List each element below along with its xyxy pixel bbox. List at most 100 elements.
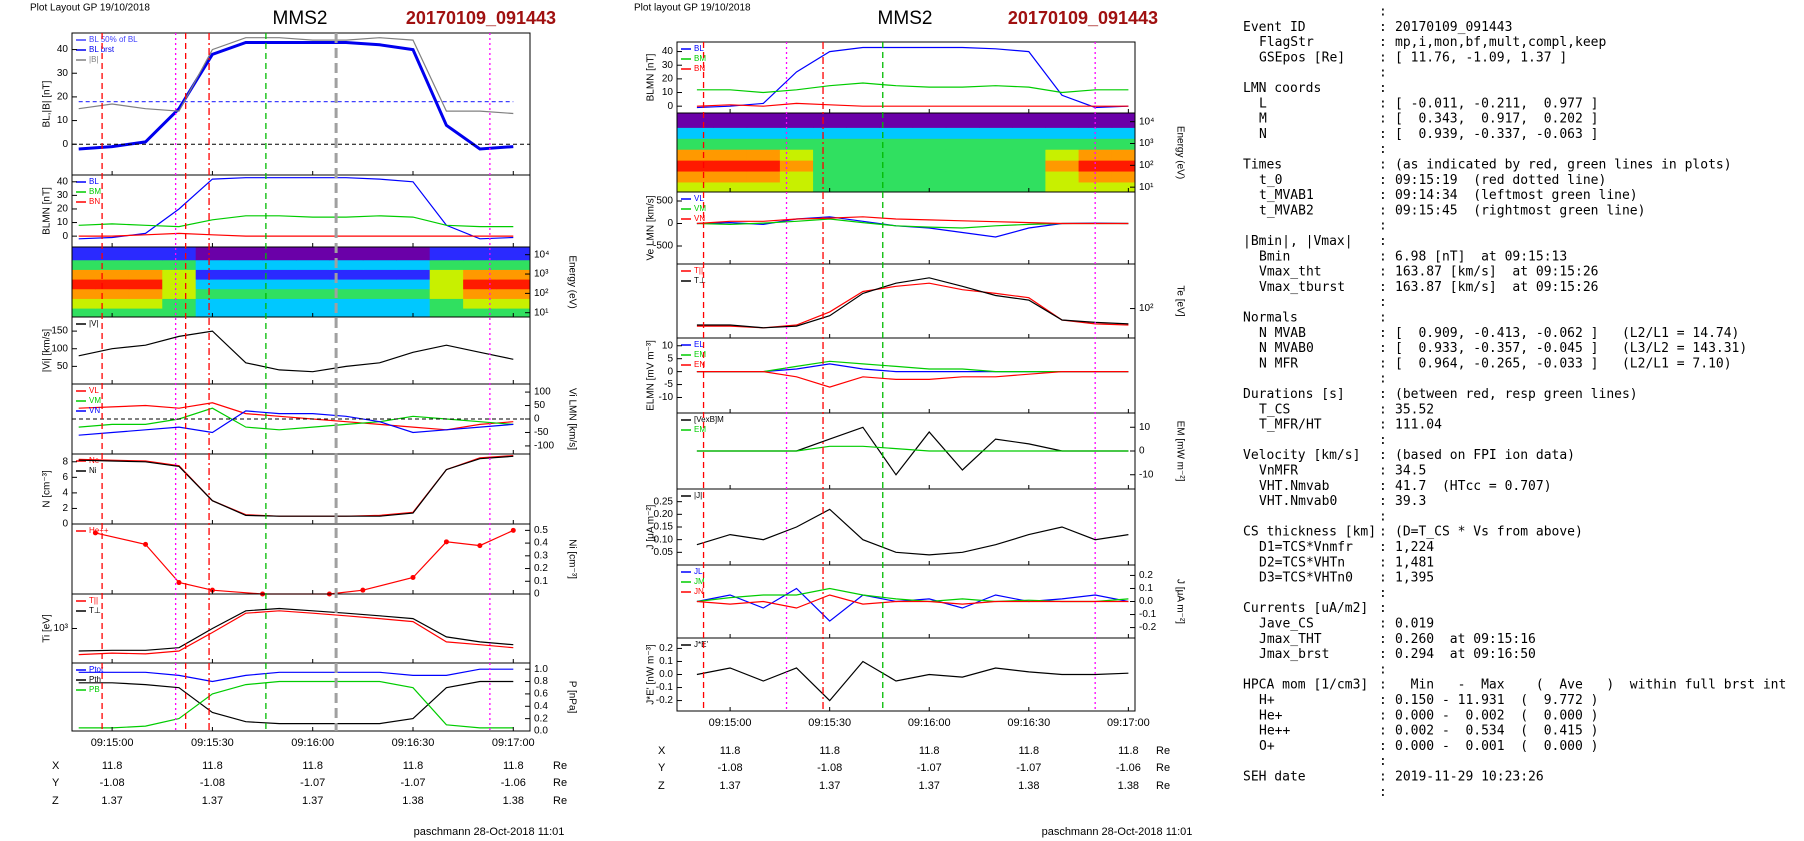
summary-value: Min - Max ( Ave ) within full brst int (1395, 678, 1786, 693)
spectrogram-cell (95, 247, 130, 261)
spectrogram-cell (262, 308, 297, 318)
summary-value: 163.87 [km/s] at 09:15:26 (1395, 265, 1599, 280)
separator: : (1379, 662, 1387, 677)
spectrogram-cell (329, 247, 364, 261)
legend-label: |B| (89, 55, 99, 64)
y-axis-label: Ve LMN [km/s] (646, 195, 657, 260)
spectrogram-cell (912, 171, 947, 183)
y-tick-label: 0.2 (1139, 570, 1153, 581)
ephemeris-value: 11.8 (102, 760, 123, 772)
spectrogram-cell (195, 259, 230, 270)
y-tick-label: 0.2 (534, 713, 548, 724)
spectrogram-cell (1078, 160, 1113, 172)
y-tick-label: 0.05 (654, 547, 674, 558)
spectrogram-cell (1111, 113, 1136, 128)
y-tick-label: 500 (656, 196, 673, 207)
ephemeris-unit: Re (553, 760, 567, 772)
spectrogram-cell (295, 308, 330, 318)
spectrogram-cell (429, 308, 464, 318)
summary-label: Durations [s] (1243, 387, 1345, 402)
series-line (78, 232, 514, 237)
summary-value: mp,i,mon,bf,mult,compl,keep (1395, 35, 1606, 50)
separator: : (1379, 724, 1387, 739)
series-line (78, 610, 514, 656)
spectrogram-cell (1078, 149, 1113, 161)
y-axis-label: |Vi| [km/s] (42, 329, 53, 373)
spectrogram-cell (429, 298, 464, 309)
legend-label: T⊥ (694, 276, 706, 285)
spectrogram-cell (1012, 138, 1046, 150)
x-tick-label: 09:15:00 (709, 717, 752, 729)
summary-value: [ 0.343, 0.917, 0.202 ] (1395, 112, 1599, 127)
y-tick-label: -0.2 (656, 695, 674, 706)
y-axis-label: P [nPa] (566, 681, 577, 714)
spectrogram-cell (496, 269, 531, 280)
spectrogram-cell (229, 308, 264, 318)
summary-label: T_MFR/HT (1259, 418, 1322, 433)
spectrogram-cell (463, 247, 498, 261)
y-tick-label: 10⁴ (1139, 116, 1154, 127)
spectrogram-cell (128, 279, 163, 290)
spectrogram-cell (846, 171, 880, 183)
spectrogram-cell (1111, 160, 1136, 172)
series-line (696, 660, 1129, 702)
spectrogram-cell (677, 171, 715, 183)
ephemeris-value: 11.8 (819, 745, 840, 757)
summary-value: 1,395 (1395, 571, 1434, 586)
spectrogram-cell (813, 138, 847, 150)
spectrogram-cell (95, 288, 130, 299)
ephemeris-value: 11.8 (1019, 745, 1040, 757)
spectrogram-cell (72, 288, 96, 299)
y-axis-label: Energy (eV) (1174, 126, 1185, 179)
spectrogram-cell (195, 288, 230, 299)
spectrogram-cell (879, 160, 914, 172)
spectrogram-cell (879, 149, 914, 161)
panel-frame (71, 316, 531, 385)
y-tick-label: 50 (534, 400, 546, 411)
separator: : (1379, 632, 1387, 647)
spectrogram-cell (362, 308, 397, 318)
separator: : (1379, 693, 1387, 708)
y-tick-label: 10⁴ (534, 249, 549, 260)
summary-value: [ 0.909, -0.413, -0.062 ] (L2/L1 = 14.74… (1395, 326, 1739, 341)
spectrogram-cell (496, 308, 531, 318)
series-line (95, 529, 514, 595)
spectrogram-cell (72, 308, 96, 318)
y-tick-label: 10² (534, 288, 549, 299)
summary-label: He++ (1259, 724, 1290, 739)
y-axis-label: BL,|B| [nT] (42, 80, 53, 127)
summary-label: Normals (1243, 311, 1298, 326)
ephemeris-unit: Re (553, 777, 567, 789)
spectrogram-cell (846, 113, 880, 128)
y-tick-label: 40 (57, 176, 69, 187)
series-line (78, 680, 514, 729)
spectrogram-cell (779, 127, 814, 139)
ephemeris-name: Z (658, 780, 665, 792)
legend-label: JN (694, 587, 704, 596)
event-id: 20170109_091443 (406, 8, 556, 28)
summary-label: CS thickness [km] (1243, 525, 1376, 540)
spectrogram-cell (128, 259, 163, 270)
y-tick-label: 10³ (54, 623, 69, 634)
y-tick-label: 0 (1139, 446, 1145, 457)
summary-value: 0.002 - 0.534 ( 0.415 ) (1395, 724, 1599, 739)
spectrogram-cell (979, 127, 1013, 139)
legend-label: Ni (89, 466, 97, 475)
legend-label: Ptot (89, 665, 104, 674)
summary-value: (as indicated by red, green lines in plo… (1395, 158, 1732, 173)
y-tick-label: -50 (534, 427, 549, 438)
y-tick-label: 0.25 (654, 496, 674, 507)
legend-label: VL (89, 386, 99, 395)
ephemeris-name: Y (658, 762, 666, 774)
series-line (696, 360, 1129, 373)
y-tick-label: 0 (667, 218, 673, 229)
separator: : (1379, 754, 1387, 769)
summary-value: 0.019 (1395, 617, 1434, 632)
ephemeris-value: 1.37 (819, 780, 840, 792)
summary-value: [ -0.011, -0.211, 0.977 ] (1395, 96, 1599, 111)
spectrogram-cell (162, 269, 197, 280)
separator: : (1379, 770, 1387, 785)
summary-value: 111.04 (1395, 418, 1442, 433)
summary-label: Bmin (1259, 249, 1290, 264)
summary-label: M (1259, 112, 1267, 127)
